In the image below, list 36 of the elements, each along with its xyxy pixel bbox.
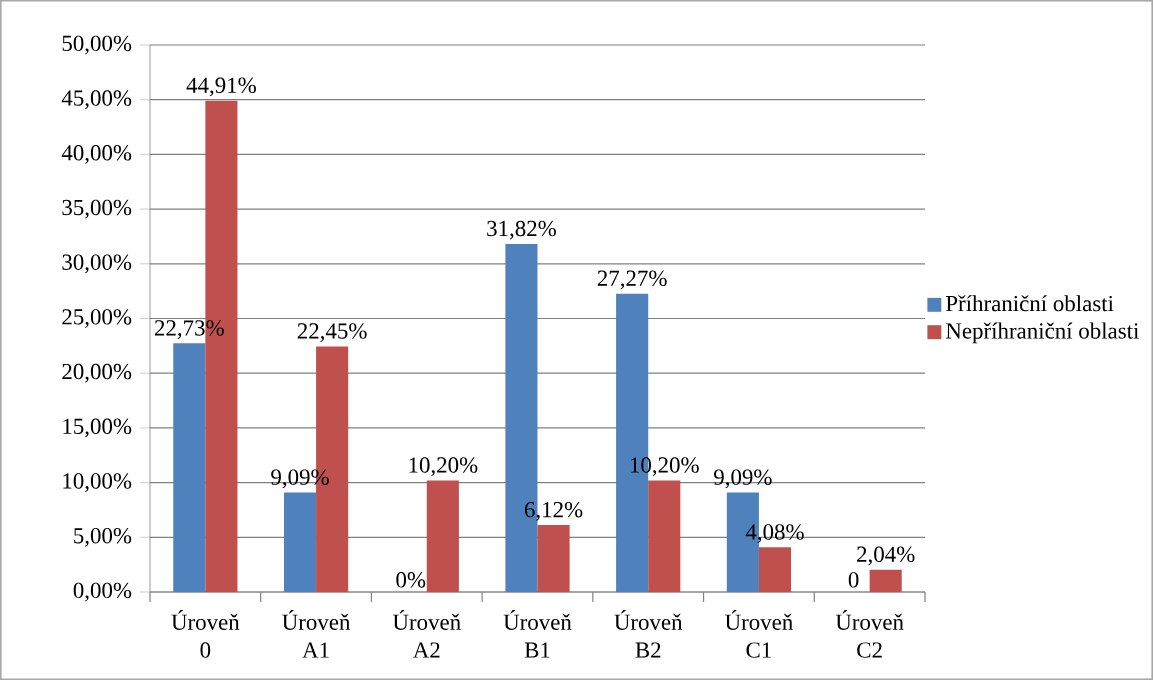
data-label: 0% bbox=[396, 572, 426, 588]
bar bbox=[426, 480, 459, 592]
x-tick-label: Úroveň C2 bbox=[835, 609, 904, 658]
x-tick-label: Úroveň 0 bbox=[171, 609, 240, 658]
y-tick-label: 10,00% bbox=[63, 473, 132, 492]
bar bbox=[648, 480, 681, 592]
y-tick-label: 5,00% bbox=[74, 527, 132, 547]
data-label: 2,04% bbox=[857, 546, 915, 566]
bar bbox=[869, 569, 902, 592]
data-label: 22,45% bbox=[297, 323, 367, 343]
y-tick-label: 40,00% bbox=[61, 145, 132, 164]
y-tick-label: 45,00% bbox=[61, 90, 132, 110]
x-tick-label: Úroveň A1 bbox=[282, 609, 351, 658]
x-tick-label: Úroveň C1 bbox=[725, 609, 793, 658]
legend-label: Nepříhraniční oblasti bbox=[945, 322, 1139, 344]
legend-label: Příhraniční oblasti bbox=[945, 295, 1114, 312]
bar bbox=[283, 492, 317, 592]
data-label: 0 bbox=[848, 572, 859, 588]
bar bbox=[537, 525, 570, 592]
y-tick-label: 35,00% bbox=[62, 199, 132, 219]
data-label: 10,20% bbox=[409, 457, 478, 477]
y-tick-label: 25,00% bbox=[62, 309, 132, 328]
y-tick-label: 30,00% bbox=[62, 254, 132, 274]
data-label: 31,82% bbox=[487, 220, 556, 240]
y-tick-label: 0,00% bbox=[73, 582, 132, 602]
data-label: 44,91% bbox=[186, 77, 256, 97]
data-label: 27,27% bbox=[597, 270, 667, 290]
y-tick-label: 50,00% bbox=[62, 35, 132, 55]
bar bbox=[173, 343, 206, 592]
x-tick-label: Úroveň A2 bbox=[392, 609, 461, 658]
bar bbox=[758, 547, 792, 592]
x-tick-label: Úroveň B1 bbox=[503, 609, 572, 658]
y-tick-label: 20,00% bbox=[62, 363, 132, 383]
y-tick-label: 15,00% bbox=[63, 418, 132, 438]
data-label: 9,09% bbox=[714, 469, 772, 489]
x-tick-label: Úroveň B2 bbox=[614, 609, 683, 658]
